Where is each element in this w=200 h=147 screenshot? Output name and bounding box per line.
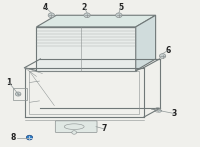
- Circle shape: [159, 54, 166, 58]
- Text: 4: 4: [43, 3, 48, 12]
- Polygon shape: [36, 27, 136, 71]
- Text: 6: 6: [166, 46, 171, 55]
- Circle shape: [26, 135, 33, 140]
- Text: 2: 2: [81, 3, 87, 12]
- Text: 7: 7: [101, 124, 107, 133]
- Circle shape: [84, 13, 90, 18]
- Circle shape: [48, 13, 55, 18]
- Text: 3: 3: [172, 109, 177, 118]
- Circle shape: [72, 131, 77, 134]
- FancyBboxPatch shape: [55, 121, 97, 132]
- Polygon shape: [136, 15, 156, 71]
- Circle shape: [158, 110, 161, 112]
- Text: 5: 5: [118, 3, 123, 12]
- Polygon shape: [36, 15, 156, 27]
- Circle shape: [15, 92, 21, 96]
- Text: 8: 8: [11, 133, 16, 142]
- Circle shape: [116, 13, 122, 18]
- Text: 1: 1: [6, 78, 11, 87]
